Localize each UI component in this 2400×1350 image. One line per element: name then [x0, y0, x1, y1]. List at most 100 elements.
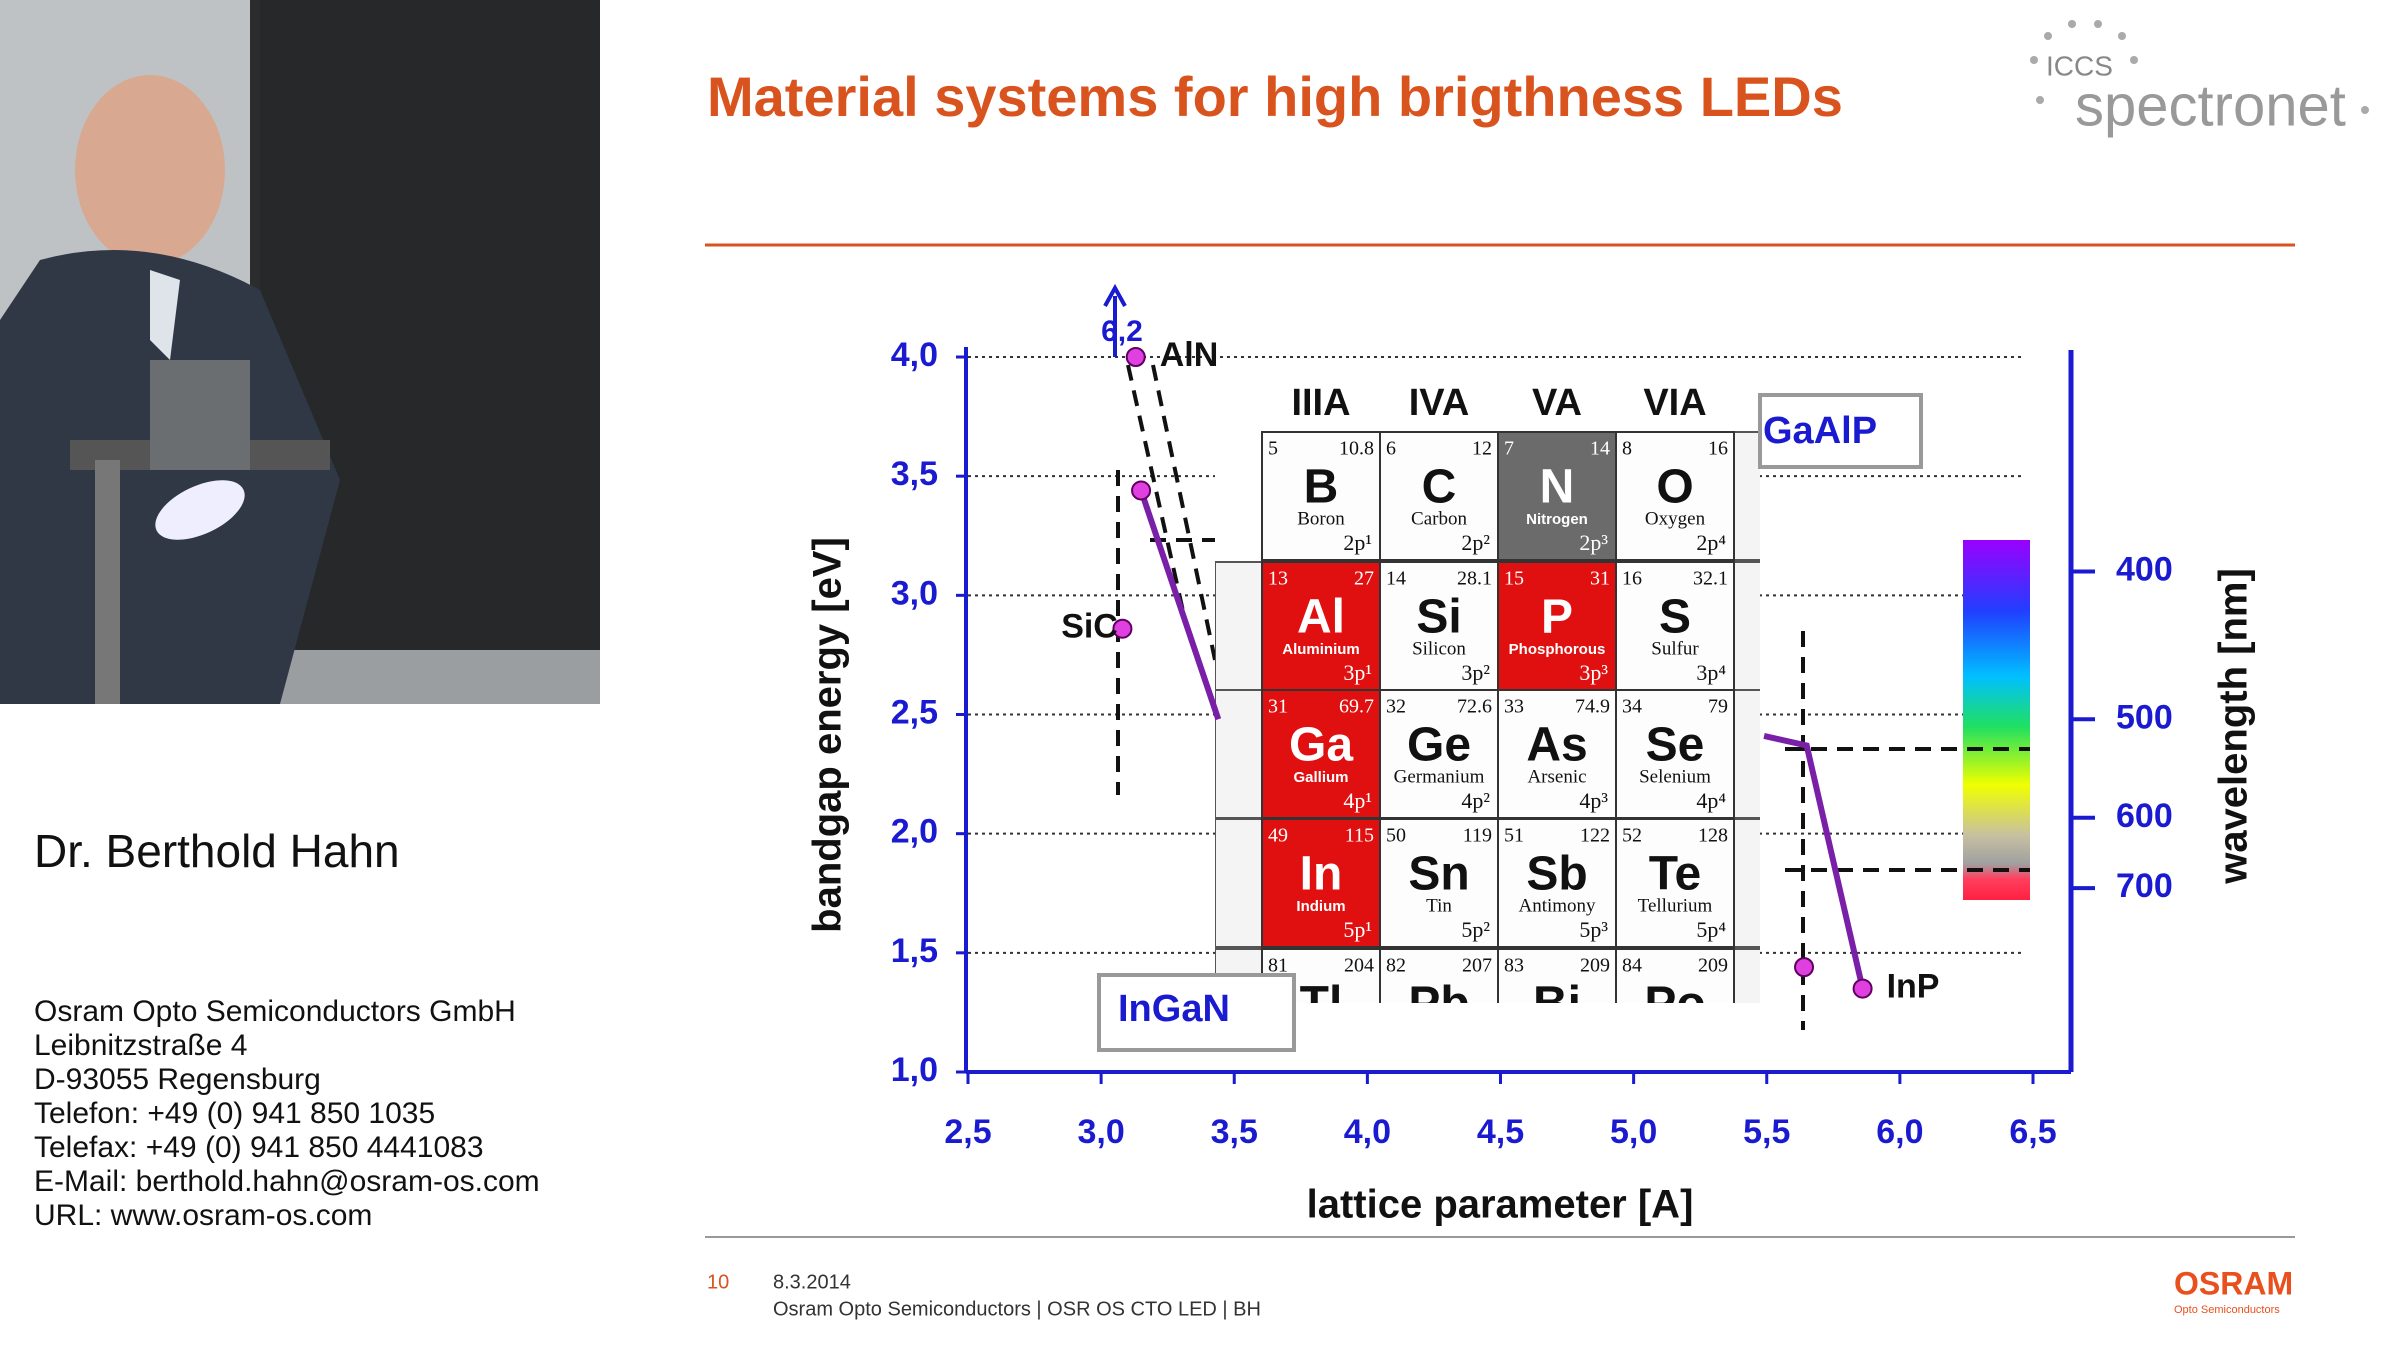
atomic-mass: 10.8 — [1339, 438, 1374, 460]
atomic-number: 5 — [1268, 438, 1278, 460]
element-config: 4p¹ — [1343, 788, 1372, 813]
element-config: 4p² — [1461, 788, 1490, 813]
x-tick-label: 4,5 — [1477, 1113, 1524, 1151]
element-cell — [1379, 431, 1499, 561]
atomic-number: 50 — [1386, 825, 1406, 847]
contact-line: Telefon: +49 (0) 941 850 1035 — [34, 1097, 435, 1130]
element-symbol: Sn — [1408, 848, 1469, 901]
atomic-number: 34 — [1622, 696, 1642, 718]
series-name: GaAlP — [1763, 410, 1877, 452]
y-axis-label: bandgap energy [eV] — [806, 537, 850, 933]
element-symbol: Ga — [1289, 719, 1353, 772]
element-config: 4p³ — [1579, 788, 1608, 813]
element-symbol: Ge — [1407, 719, 1471, 772]
atomic-number: 32 — [1386, 696, 1406, 718]
atomic-mass: 31 — [1590, 568, 1610, 590]
atomic-number: 84 — [1622, 955, 1642, 977]
y2-tick-label: 600 — [2116, 797, 2173, 835]
element-config: 3p¹ — [1343, 660, 1372, 685]
element-name: Nitrogen — [1526, 511, 1588, 528]
y2-tick-label: 700 — [2116, 867, 2173, 905]
group-header: VIA — [1643, 382, 1706, 424]
logo-dots — [2030, 20, 2369, 114]
contact: Osram Opto Semiconductors GmbHLeibnitzst… — [34, 995, 540, 1232]
annotation: InP — [1887, 968, 1940, 1006]
y-tick-label: 1,5 — [891, 932, 938, 970]
cell-partial — [1732, 818, 1760, 948]
data-point — [1794, 957, 1815, 978]
atomic-number: 13 — [1268, 568, 1288, 590]
element-name: Boron — [1297, 508, 1345, 529]
spectrum-bar — [1963, 540, 2030, 900]
atomic-number: 6 — [1386, 438, 1396, 460]
atomic-number: 31 — [1268, 696, 1288, 718]
speaker-video — [0, 0, 600, 704]
element-config: 3p⁴ — [1696, 660, 1726, 685]
y-tick-label: 1,0 — [891, 1051, 938, 1089]
logo-small: ICCS — [2046, 50, 2113, 81]
group-header: VA — [1532, 382, 1582, 424]
atomic-mass: 115 — [1345, 825, 1374, 847]
atomic-number: 14 — [1386, 568, 1406, 590]
element-symbol: Sb — [1526, 848, 1587, 901]
atomic-number: 52 — [1622, 825, 1642, 847]
x-tick-label: 3,5 — [1211, 1113, 1258, 1151]
y-tick-label: 2,5 — [891, 693, 938, 731]
contact-line: URL: www.osram-os.com — [34, 1199, 372, 1232]
atomic-mass: 128 — [1698, 825, 1728, 847]
element-config: 5p³ — [1579, 917, 1608, 942]
atomic-mass: 209 — [1580, 955, 1610, 977]
cell-partial — [1215, 818, 1263, 948]
atomic-mass: 28.1 — [1457, 568, 1492, 590]
element-cell — [1615, 689, 1735, 819]
data-point — [1125, 347, 1146, 367]
arrow — [1103, 283, 1127, 357]
element-name: Gallium — [1293, 769, 1348, 786]
element-config: 3p³ — [1579, 660, 1608, 685]
element-name: Carbon — [1411, 508, 1467, 529]
element-symbol: C — [1422, 461, 1457, 514]
group-header: IVA — [1409, 382, 1470, 424]
atomic-mass: 74.9 — [1575, 696, 1610, 718]
element-symbol: B — [1304, 461, 1339, 514]
atomic-number: 16 — [1622, 568, 1642, 590]
element-symbol: S — [1659, 591, 1691, 644]
element-name: Sulfur — [1651, 638, 1699, 659]
element-symbol: Te — [1649, 848, 1701, 901]
x-tick-label: 5,5 — [1743, 1113, 1790, 1151]
footer-org: Osram Opto Semiconductors | OSR OS CTO L… — [773, 1298, 1261, 1320]
atomic-mass: 119 — [1463, 825, 1492, 847]
element-name: Selenium — [1639, 766, 1711, 787]
guide-line — [1126, 364, 1187, 621]
atomic-number: 83 — [1504, 955, 1524, 977]
element-cell — [1615, 561, 1735, 691]
element-cell — [1615, 948, 1735, 1003]
element-symbol: N — [1540, 461, 1575, 514]
element-symbol: As — [1526, 719, 1587, 772]
page-number: 10 — [707, 1271, 729, 1293]
group-header: IIIA — [1291, 382, 1350, 424]
element-cell — [1497, 818, 1617, 948]
atomic-mass: 122 — [1580, 825, 1610, 847]
atomic-number: 15 — [1504, 568, 1524, 590]
element-config: 3p² — [1461, 660, 1490, 685]
atomic-number: 33 — [1504, 696, 1524, 718]
logo-name: spectronet — [2075, 73, 2346, 138]
y2-tick-label: 400 — [2116, 550, 2173, 588]
element-name: Germanium — [1394, 766, 1485, 787]
atomic-number: 8 — [1622, 438, 1632, 460]
element-name: Silicon — [1412, 638, 1466, 659]
data-point — [1112, 618, 1133, 639]
y-tick-label: 4,0 — [891, 336, 938, 374]
element-name: Phosphorous — [1509, 641, 1606, 658]
element-symbol: Bi — [1533, 978, 1581, 1031]
atomic-mass: 14 — [1590, 438, 1610, 460]
element-config: 2p³ — [1579, 530, 1608, 555]
contact-line: D-93055 Regensburg — [34, 1063, 321, 1096]
x-tick-label: 6,5 — [2009, 1113, 2056, 1151]
speaker-name: Dr. Berthold Hahn — [34, 825, 400, 877]
y-tick-label: 3,0 — [891, 574, 938, 612]
cell-partial — [1215, 561, 1263, 691]
element-cell — [1379, 948, 1499, 1003]
